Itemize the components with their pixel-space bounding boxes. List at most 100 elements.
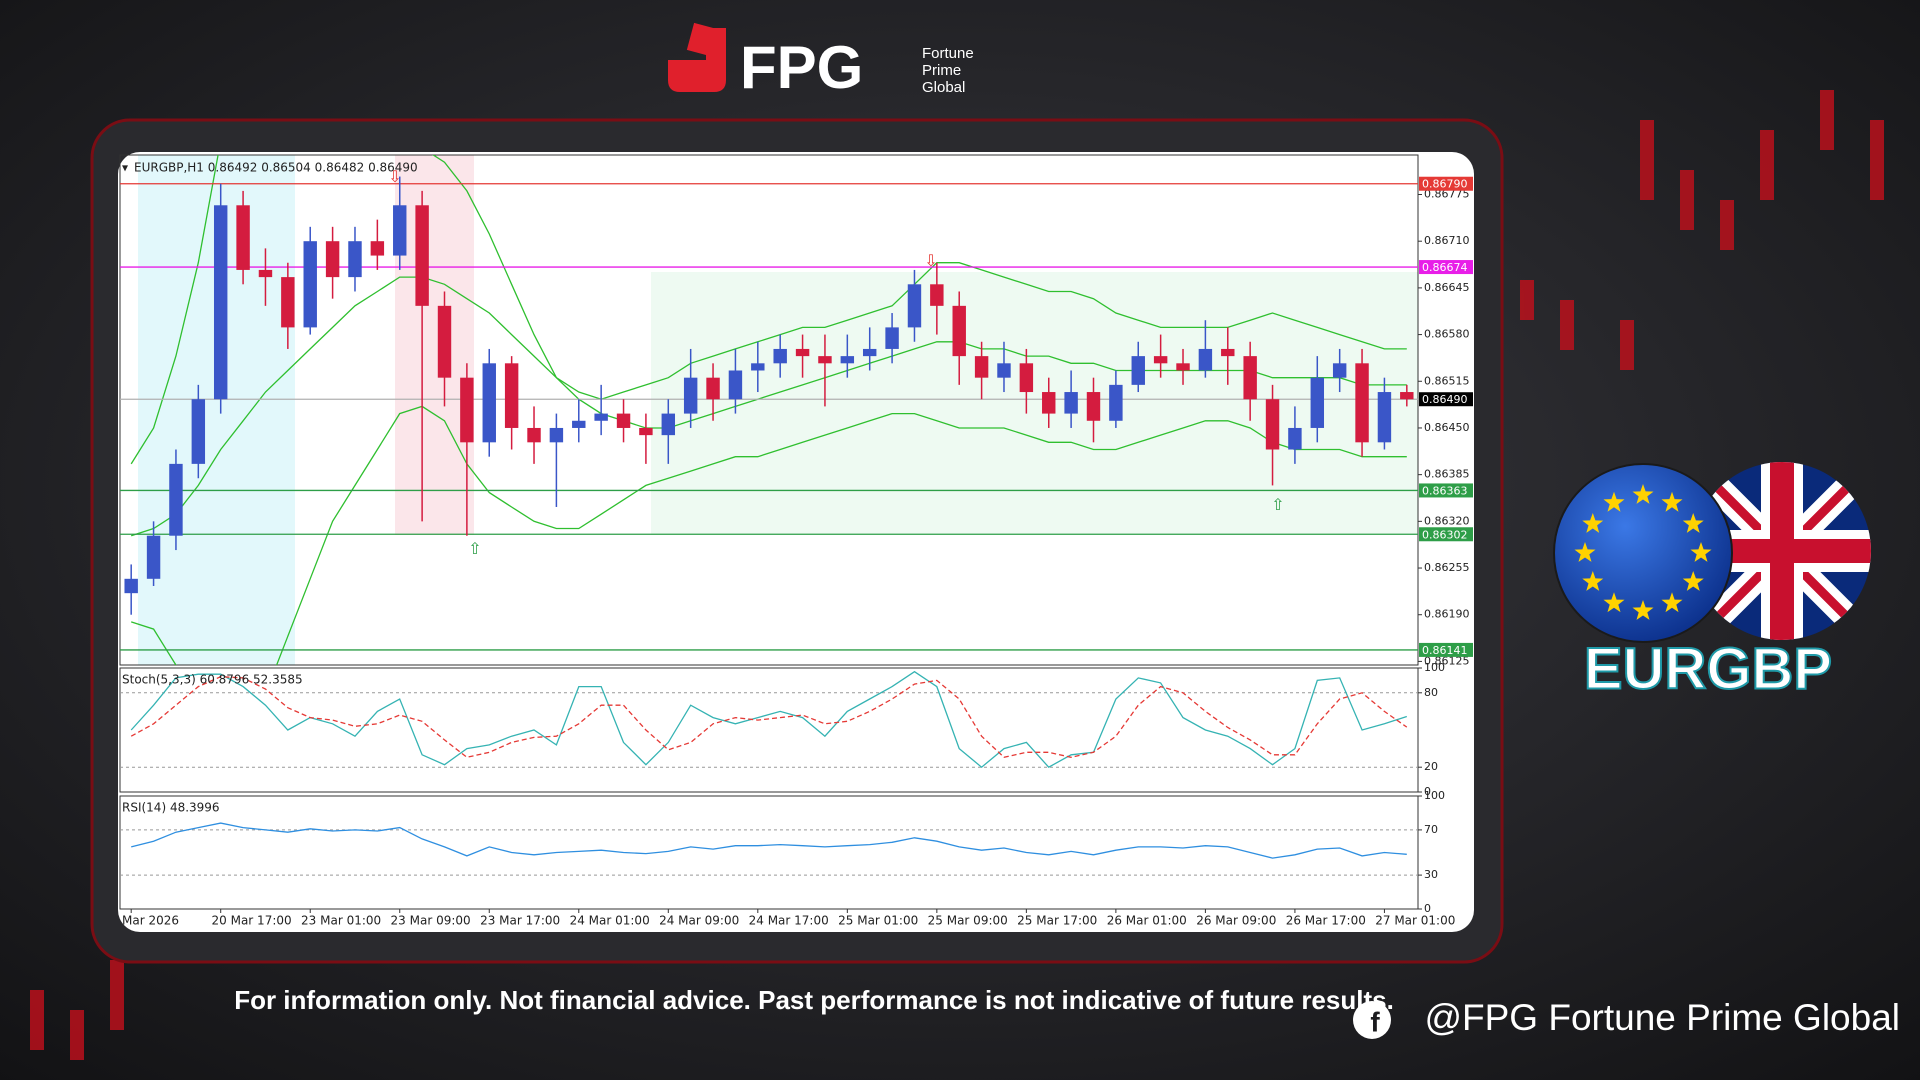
candle-body (1400, 392, 1414, 400)
candle-body (639, 427, 653, 436)
y-tick-label: 0.86450 (1424, 421, 1470, 434)
candle-body (213, 205, 228, 400)
y-tick-label: 0.86255 (1424, 561, 1470, 574)
flag-star (1582, 571, 1604, 591)
candle-body (683, 377, 698, 414)
y-tick-label: 30 (1424, 868, 1438, 881)
candle-body (930, 284, 944, 306)
indicator-line (131, 822, 1407, 859)
candle-body (997, 363, 1011, 378)
y-tick-label: 0.86515 (1424, 374, 1470, 387)
rsi-title: RSI(14) 48.3996 (122, 801, 220, 815)
candle-body (325, 241, 340, 278)
x-tick-label: 23 Mar 01:00 (301, 914, 381, 928)
y-tick-label: 0.86580 (1424, 328, 1470, 341)
x-tick-label: 26 Mar 01:00 (1107, 914, 1187, 928)
x-tick-label: 25 Mar 09:00 (928, 914, 1008, 928)
candle-body (1221, 348, 1235, 357)
level-tag (1419, 260, 1473, 275)
facebook-icon: f (1353, 1001, 1391, 1039)
level-label: 0.86490 (1422, 393, 1468, 406)
level-label: 0.86363 (1422, 484, 1468, 497)
candle-body (594, 413, 608, 421)
brand-tagline: Global (922, 79, 965, 96)
pair-badge: EURGBP (1584, 636, 1832, 701)
band-line (131, 276, 1407, 537)
flag-star (1574, 542, 1596, 562)
y-tick-label: 0.86775 (1424, 188, 1470, 201)
zones (138, 155, 1418, 665)
x-tick-label: 23 Mar 17:00 (480, 914, 560, 928)
candle-body (706, 377, 720, 400)
logo: FPG Fortune Prime Global (668, 22, 974, 101)
x-tick-label: 26 Mar 17:00 (1286, 914, 1366, 928)
candle-body (1086, 392, 1101, 421)
decor-candles (30, 90, 1884, 1060)
candle-body (370, 241, 385, 256)
candle-body (773, 348, 787, 364)
flag-star (1661, 491, 1683, 512)
candle-body (549, 427, 564, 443)
level-tag (1419, 392, 1473, 407)
brand-tagline: Prime (922, 62, 961, 79)
candle-body (751, 363, 765, 371)
candle-body (795, 348, 810, 357)
candle-body (1042, 392, 1056, 414)
candle-body (169, 463, 183, 536)
menu-arrow: ▾ (122, 161, 128, 175)
candle-body (281, 277, 295, 328)
x-tick-label: 23 Mar 09:00 (391, 914, 471, 928)
candle-body (124, 578, 138, 594)
level-tag (1419, 527, 1473, 542)
level-tag (1419, 483, 1473, 498)
svg-text:f: f (1370, 1006, 1380, 1037)
y-tick-label: 70 (1424, 823, 1438, 836)
plot: 0.86775 0.86710 0.86645 0.86580 0.86515 0.864… (120, 155, 1473, 928)
chart-title: EURGBP,H1 0.86492 0.86504 0.86482 0.8649… (134, 161, 418, 175)
panel-borders (119, 154, 1419, 910)
svg-text:⇧: ⇧ (468, 541, 481, 558)
candle-body (1265, 399, 1280, 450)
social-handle: @FPG Fortune Prime Global (1424, 997, 1900, 1038)
candle-body (1377, 392, 1392, 443)
signal-arrows: ⇩ ⇩ ⇧ ⇧ (388, 169, 1284, 558)
candle-body (527, 427, 541, 443)
y-tick-label: 0.86125 (1424, 654, 1470, 667)
candle-body (258, 269, 273, 278)
level-label: 0.86302 (1422, 528, 1468, 541)
level-tag (1419, 642, 1473, 657)
level-tag (1419, 176, 1473, 191)
flag-star (1582, 513, 1604, 533)
candle-body (862, 348, 877, 357)
y-tick-label: 0.86320 (1424, 514, 1470, 527)
flag-star (1632, 484, 1654, 504)
candle-body (1131, 356, 1145, 385)
screen (118, 152, 1474, 932)
candle-body (952, 305, 966, 357)
y-tick-label: 20 (1424, 760, 1438, 773)
candle-body (1243, 356, 1257, 400)
x-tick-label: Mar 2026 (122, 914, 179, 928)
candle-body (1153, 356, 1168, 364)
candle-body (974, 356, 989, 378)
x-tick-label: 24 Mar 17:00 (749, 914, 829, 928)
x-tick-label: 25 Mar 01:00 (838, 914, 918, 928)
candle-body (840, 356, 855, 364)
candle-body (504, 363, 519, 428)
candle-body (348, 241, 362, 278)
band-line (130, 155, 1407, 465)
band-line (131, 405, 1407, 665)
flag-star (1690, 542, 1712, 562)
level-label: 0.86790 (1422, 178, 1468, 191)
flag-star (1603, 491, 1625, 512)
flag-star (1632, 600, 1654, 620)
candle-body (460, 377, 474, 443)
level-label: 0.86674 (1422, 261, 1468, 274)
candle-body (1310, 377, 1325, 428)
stoch-title: Stoch(5,3,3) 60.8796 52.3585 (122, 673, 303, 687)
x-tick-label: 24 Mar 09:00 (659, 914, 739, 928)
y-tick-label: 100 (1424, 661, 1445, 674)
svg-text:⇩: ⇩ (924, 253, 937, 270)
level-label: 0.86141 (1422, 644, 1468, 657)
